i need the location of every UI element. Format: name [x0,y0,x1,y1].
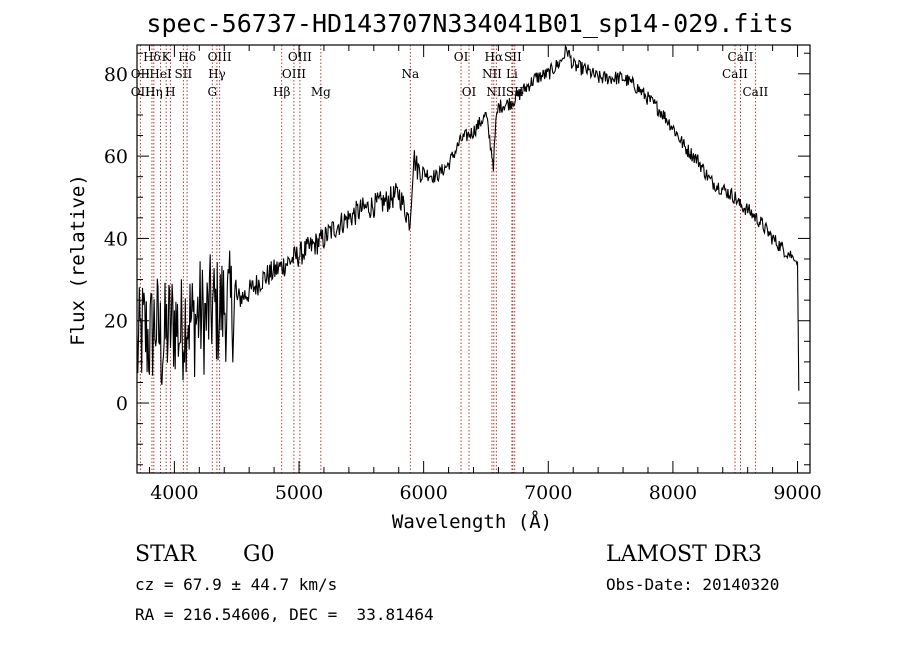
spectral-line-label: Li [506,67,518,81]
spectral-line-label: Hη [145,85,163,99]
spectral-line-label: OIII [282,67,306,81]
object-class: STAR [135,542,197,567]
spectral-line-label: OIII [288,50,312,64]
x-axis-label: Wavelength (Å) [392,510,552,533]
spectral-line-label: SII [175,67,193,81]
survey-name: LAMOST DR3 [606,542,762,567]
spectral-line-label: Mg [311,85,331,99]
y-tick-label: 80 [104,64,128,86]
coordinates: RA = 216.54606, DEC = 33.81464 [135,605,434,624]
obs-date: Obs-Date: 20140320 [606,575,779,594]
spectral-line-label: NII [482,67,502,81]
y-tick-label: 20 [104,311,128,333]
y-tick-label: 40 [104,228,128,250]
x-tick-label: 8000 [649,482,697,504]
spectral-line-label: OII [131,85,151,99]
spectral-line-label: NII [486,85,506,99]
spectral-line-label: Hδ [178,50,196,64]
spectral-line-label: HeI [149,67,172,81]
y-axis-label: Flux (relative) [67,174,89,346]
object-subclass: G0 [243,542,275,567]
x-axis-ticks: 4000 5000 6000 7000 8000 9000 [148,45,822,504]
spectral-line-label: CaII [722,67,748,81]
spectral-line-label: K [162,50,172,64]
spectral-line-label: OIII [208,50,232,64]
spectral-line-label: CaII [742,85,768,99]
spectral-line-label: G [207,85,217,99]
spectral-line-label: Hδ [143,50,161,64]
spectral-line-label: Hα [485,50,504,64]
spectral-line-label: SII [504,50,522,64]
chart-title: spec-56737-HD143707N334041B01_sp14-029.f… [146,9,793,38]
spectrum-line [136,43,800,391]
spectral-line-label: Na [401,67,419,81]
spectral-line-label: Hβ [273,85,290,99]
x-tick-label: 6000 [399,482,447,504]
spectral-line-label: Hγ [208,67,226,81]
spectral-line-markers [139,45,756,473]
x-tick-label: 7000 [524,482,572,504]
y-tick-label: 0 [116,393,128,415]
spectral-line-label: OI [462,85,477,99]
y-axis-ticks: 0 20 40 60 80 [104,52,810,466]
x-tick-label: 4000 [150,482,198,504]
spectral-line-label: OI [454,50,469,64]
x-tick-label: 5000 [275,482,323,504]
y-tick-label: 60 [104,146,128,168]
spectral-line-label: CaII [728,50,754,64]
plot-frame [136,44,811,474]
redshift-cz: cz = 67.9 ± 44.7 km/s [135,575,337,594]
x-tick-label: 9000 [773,482,821,504]
spectral-line-label: H [165,85,175,99]
